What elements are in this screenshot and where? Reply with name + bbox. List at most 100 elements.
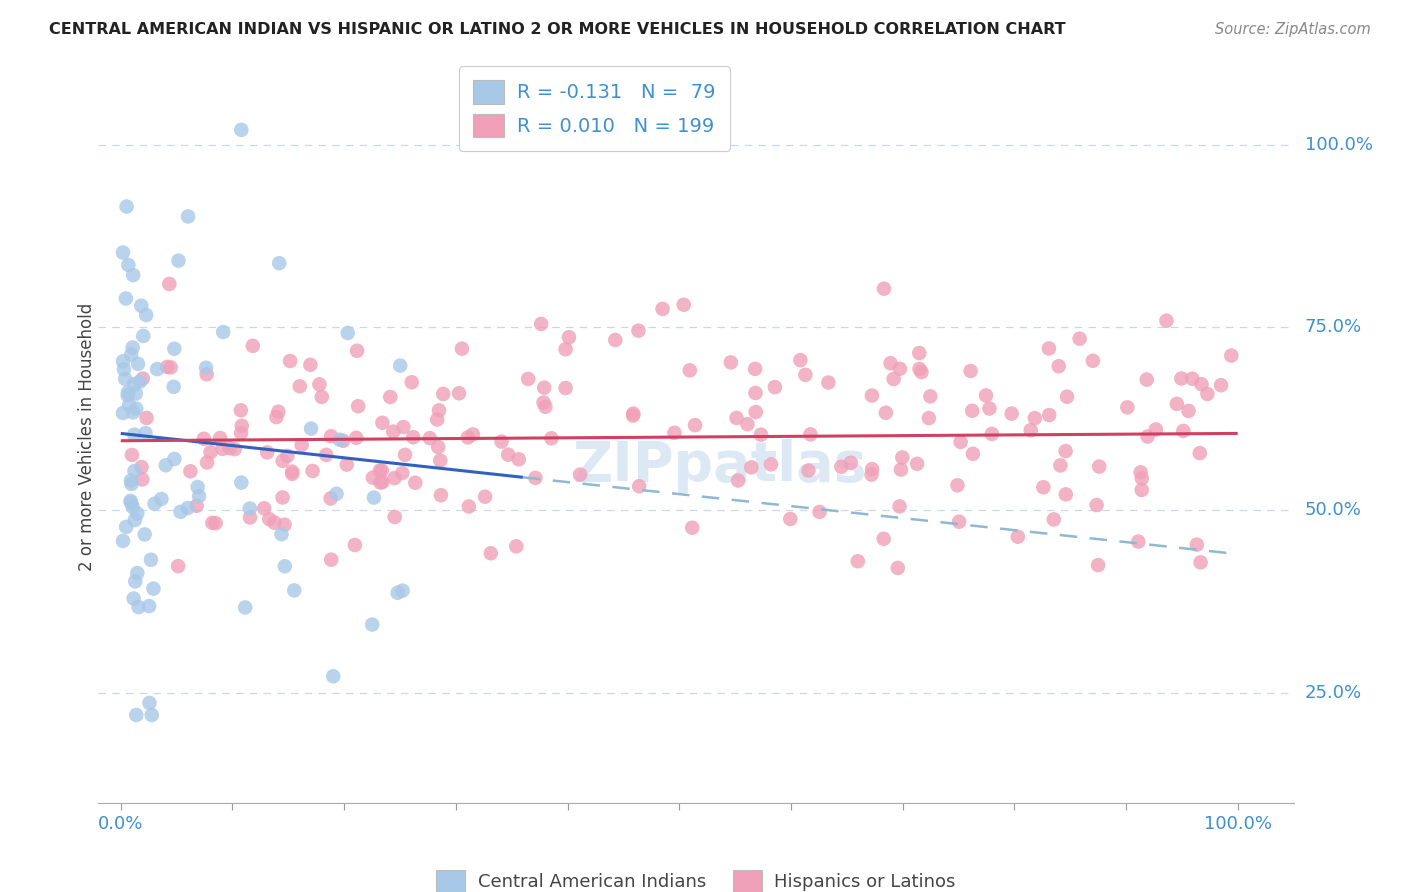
Point xyxy=(129,299,152,313)
Point xyxy=(426,412,449,426)
Point xyxy=(605,333,627,347)
Point xyxy=(346,343,368,358)
Point xyxy=(948,515,970,529)
Point xyxy=(789,353,811,368)
Text: Source: ZipAtlas.com: Source: ZipAtlas.com xyxy=(1215,22,1371,37)
Point xyxy=(1130,483,1153,497)
Point xyxy=(332,434,354,448)
Point xyxy=(1085,498,1108,512)
Point xyxy=(283,583,305,598)
Point xyxy=(370,475,392,490)
Point xyxy=(427,440,450,454)
Point xyxy=(1038,342,1060,356)
Point xyxy=(124,513,146,527)
Text: 25.0%: 25.0% xyxy=(1305,684,1362,702)
Point xyxy=(336,458,359,472)
Point xyxy=(508,452,530,467)
Point xyxy=(1007,530,1029,544)
Point xyxy=(392,420,415,434)
Point xyxy=(269,256,291,270)
Point xyxy=(387,586,409,600)
Point xyxy=(115,200,138,214)
Point xyxy=(720,355,742,369)
Point xyxy=(402,430,425,444)
Point xyxy=(1032,480,1054,494)
Point xyxy=(187,480,209,494)
Point xyxy=(111,533,134,548)
Point xyxy=(799,427,821,442)
Point xyxy=(959,364,981,378)
Point xyxy=(204,516,226,531)
Point xyxy=(744,386,766,401)
Point xyxy=(163,452,186,467)
Point xyxy=(1189,555,1212,569)
Point xyxy=(1047,359,1070,374)
Point xyxy=(860,467,883,482)
Point xyxy=(128,600,150,615)
Point xyxy=(263,516,285,530)
Point xyxy=(1128,534,1150,549)
Point xyxy=(118,398,141,412)
Point xyxy=(740,460,762,475)
Point xyxy=(256,445,278,459)
Point xyxy=(361,471,384,485)
Point xyxy=(138,599,160,613)
Point xyxy=(908,346,931,360)
Point xyxy=(1081,353,1104,368)
Point xyxy=(195,360,218,375)
Point xyxy=(1136,373,1159,387)
Point xyxy=(120,494,142,508)
Point xyxy=(860,388,883,402)
Point xyxy=(962,447,984,461)
Point xyxy=(117,388,139,402)
Point xyxy=(744,362,766,376)
Point xyxy=(960,404,983,418)
Point xyxy=(135,308,157,322)
Point xyxy=(554,343,576,357)
Point xyxy=(1156,314,1178,328)
Point xyxy=(839,456,862,470)
Point xyxy=(134,527,156,541)
Point xyxy=(524,471,547,485)
Point xyxy=(946,478,969,492)
Point xyxy=(127,357,149,371)
Point xyxy=(447,386,470,401)
Point xyxy=(157,277,180,291)
Point xyxy=(404,475,426,490)
Point xyxy=(1170,371,1192,385)
Point xyxy=(231,418,253,433)
Point xyxy=(325,487,347,501)
Point xyxy=(979,401,1001,416)
Point xyxy=(212,325,235,339)
Point xyxy=(794,368,817,382)
Point xyxy=(1177,404,1199,418)
Point xyxy=(1054,487,1077,501)
Point xyxy=(120,348,142,362)
Point xyxy=(1049,458,1071,473)
Point xyxy=(681,521,703,535)
Point xyxy=(266,410,288,425)
Point xyxy=(122,405,145,419)
Point xyxy=(273,517,295,532)
Point xyxy=(891,450,914,465)
Point xyxy=(111,354,134,368)
Point xyxy=(186,499,208,513)
Point xyxy=(1088,459,1111,474)
Point xyxy=(779,512,801,526)
Point xyxy=(125,386,148,401)
Point xyxy=(517,372,540,386)
Point xyxy=(143,497,166,511)
Point xyxy=(209,431,232,445)
Point xyxy=(179,464,201,478)
Point xyxy=(270,527,292,541)
Point xyxy=(301,464,323,478)
Text: CENTRAL AMERICAN INDIAN VS HISPANIC OR LATINO 2 OR MORE VEHICLES IN HOUSEHOLD CO: CENTRAL AMERICAN INDIAN VS HISPANIC OR L… xyxy=(49,22,1066,37)
Point xyxy=(115,520,138,534)
Point xyxy=(142,582,165,596)
Point xyxy=(1191,377,1213,392)
Point xyxy=(336,326,359,340)
Point xyxy=(540,431,562,445)
Point xyxy=(554,381,576,395)
Point xyxy=(193,432,215,446)
Point xyxy=(120,495,142,509)
